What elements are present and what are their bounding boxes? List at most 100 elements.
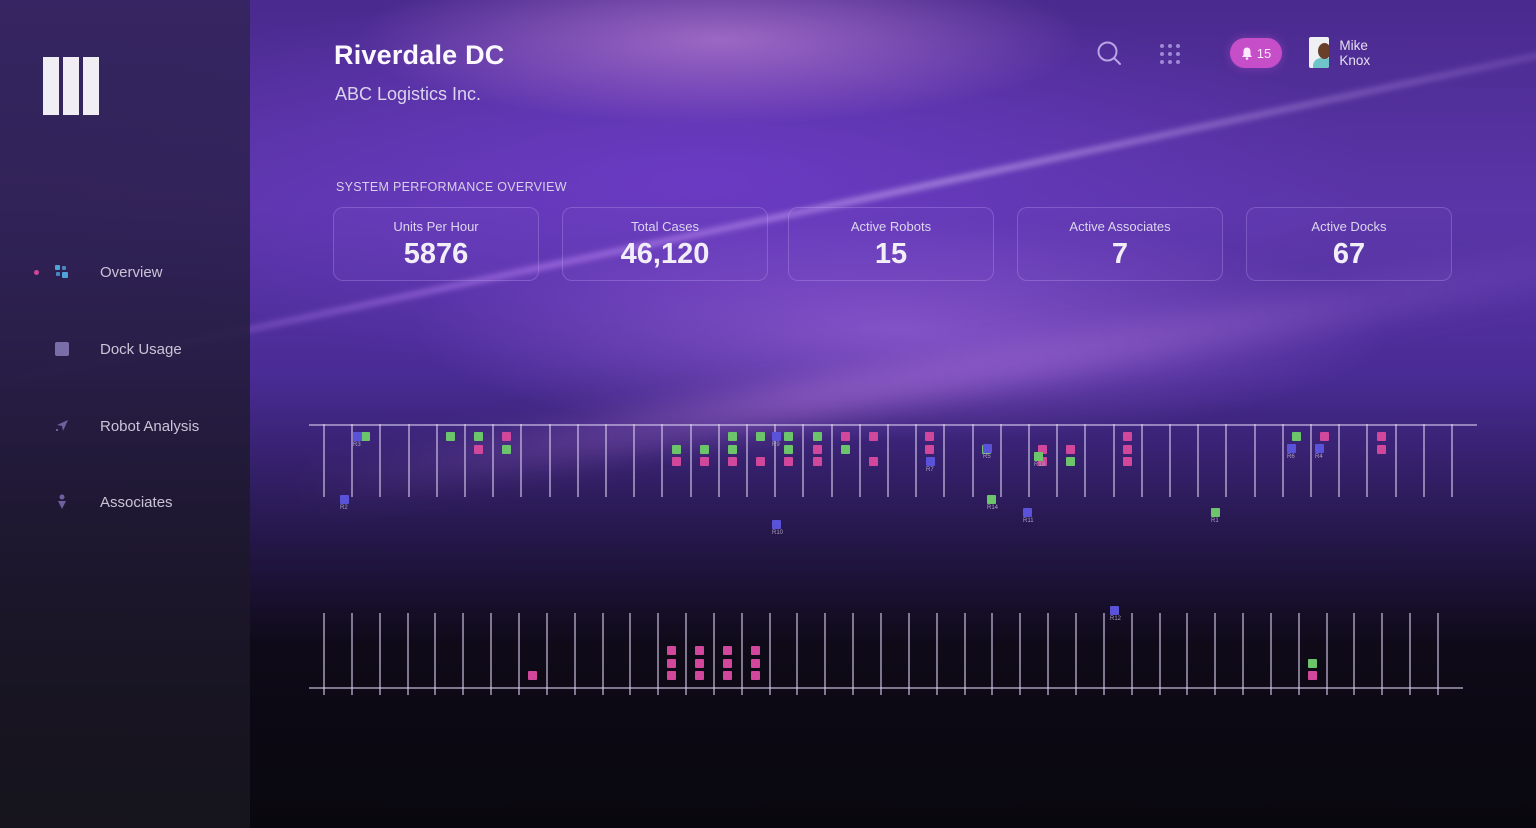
dock-slot[interactable] <box>727 457 737 466</box>
dock-slot[interactable] <box>671 444 681 454</box>
sidebar-item-dock-usage[interactable]: Dock Usage <box>0 329 250 369</box>
dock-slot[interactable] <box>502 444 512 454</box>
dock-slot[interactable] <box>868 432 878 441</box>
sidebar-item-overview[interactable]: Overview <box>0 252 250 292</box>
dock-slot[interactable] <box>722 671 732 680</box>
dock-divider <box>1253 424 1256 497</box>
dock-slot[interactable] <box>784 432 794 441</box>
dock-slot[interactable] <box>1066 457 1076 466</box>
notifications-button[interactable]: 15 <box>1230 38 1282 68</box>
dock-slot[interactable] <box>722 646 732 655</box>
dock-slot[interactable] <box>812 457 822 466</box>
dock-slot[interactable] <box>1307 658 1317 668</box>
dock-slot[interactable] <box>1122 444 1132 454</box>
dock-slot[interactable] <box>667 658 677 668</box>
dock-slot[interactable] <box>699 444 709 454</box>
robot-marker[interactable]: R4 <box>1315 444 1324 460</box>
dock-slot[interactable] <box>527 671 537 680</box>
dock-divider <box>887 424 889 497</box>
person-icon <box>58 494 66 509</box>
dock-slot[interactable] <box>1122 457 1132 466</box>
dock-divider <box>1056 424 1059 497</box>
kpi-value: 46,120 <box>620 238 710 270</box>
kpi-card-total-cases[interactable]: Total Cases 46,120 <box>562 207 768 281</box>
dock-divider <box>350 613 353 695</box>
dock-slot[interactable] <box>699 457 709 466</box>
dock-divider <box>963 613 966 695</box>
notification-count: 15 <box>1256 45 1272 61</box>
robot-marker[interactable]: R11 <box>1023 508 1034 524</box>
dock-slot[interactable] <box>750 671 760 680</box>
dock-slot[interactable] <box>445 432 455 441</box>
dock-slot[interactable] <box>667 671 677 680</box>
dock-slot[interactable] <box>750 646 760 655</box>
robot-marker[interactable]: R1 <box>1211 508 1220 524</box>
dock-slot[interactable] <box>925 432 935 441</box>
sidebar-item-associates[interactable]: Associates <box>0 482 250 522</box>
robot-marker[interactable]: R2 <box>340 495 349 511</box>
robot-marker[interactable]: R13 <box>1034 452 1045 468</box>
dock-slot[interactable] <box>1320 432 1330 441</box>
dock-slot[interactable] <box>784 444 794 454</box>
robot-marker[interactable]: R3 <box>353 432 362 448</box>
dock-slot[interactable] <box>361 432 371 441</box>
dock-slot[interactable] <box>868 457 878 466</box>
dock-slot[interactable] <box>1066 444 1076 454</box>
dock-slot[interactable] <box>1307 671 1317 680</box>
dock-slot[interactable] <box>1291 432 1301 441</box>
robot-marker[interactable]: R9 <box>772 432 781 448</box>
dock-slot[interactable] <box>671 457 681 466</box>
dock-slot[interactable] <box>1038 444 1048 454</box>
dock-divider <box>1169 424 1171 497</box>
dock-divider <box>1074 613 1077 695</box>
apps-grid-icon[interactable] <box>1158 42 1182 66</box>
dock-slot[interactable] <box>694 671 704 680</box>
dock-slot[interactable] <box>1038 457 1048 466</box>
dock-slot[interactable] <box>474 432 484 441</box>
dock-slot[interactable] <box>667 646 677 655</box>
dock-divider <box>323 424 325 497</box>
robot-marker[interactable]: R14 <box>987 495 998 511</box>
dock-divider <box>796 613 799 695</box>
dock-divider <box>1409 613 1412 695</box>
app-logo-icon[interactable] <box>43 57 99 115</box>
sidebar-item-label: Dock Usage <box>100 340 182 358</box>
dock-divider <box>1186 613 1189 695</box>
dock-slot[interactable] <box>727 444 737 454</box>
dock-slot[interactable] <box>812 444 822 454</box>
dock-slot[interactable] <box>1122 432 1132 441</box>
active-indicator-dot <box>34 269 39 275</box>
dock-slot[interactable] <box>727 432 737 441</box>
robot-marker[interactable]: R12 <box>1110 606 1121 622</box>
dock-slot[interactable] <box>474 444 484 454</box>
dock-slot[interactable] <box>1376 432 1386 441</box>
send-arrow-icon <box>56 420 68 431</box>
dock-slot[interactable] <box>694 658 704 668</box>
dock-slot[interactable] <box>1376 444 1386 454</box>
search-icon[interactable] <box>1096 40 1122 66</box>
dock-divider <box>517 613 520 695</box>
robot-marker[interactable]: R5 <box>983 444 992 460</box>
sidebar-item-robot-analysis[interactable]: Robot Analysis <box>0 406 250 446</box>
dock-divider <box>1297 613 1300 695</box>
dock-slot[interactable] <box>750 658 760 668</box>
robot-marker[interactable]: R6 <box>1287 444 1296 460</box>
dock-slot[interactable] <box>756 457 766 466</box>
dock-slot[interactable] <box>722 658 732 668</box>
user-menu[interactable]: Mike Knox <box>1309 37 1381 68</box>
kpi-card-units-per-hour[interactable]: Units Per Hour 5876 <box>333 207 539 281</box>
dock-slot[interactable] <box>840 444 850 454</box>
kpi-card-active-robots[interactable]: Active Robots 15 <box>788 207 994 281</box>
dock-slot[interactable] <box>694 646 704 655</box>
dock-slot[interactable] <box>812 432 822 441</box>
kpi-card-active-associates[interactable]: Active Associates 7 <box>1017 207 1223 281</box>
dock-slot[interactable] <box>502 432 512 441</box>
dock-slot[interactable] <box>756 432 766 441</box>
robot-marker[interactable]: R10 <box>772 520 783 536</box>
robot-marker[interactable]: R7 <box>926 457 935 473</box>
kpi-card-active-docks[interactable]: Active Docks 67 <box>1246 207 1452 281</box>
dock-slot[interactable] <box>784 457 794 466</box>
dock-slot[interactable] <box>925 444 935 454</box>
dock-slot[interactable] <box>840 432 850 441</box>
